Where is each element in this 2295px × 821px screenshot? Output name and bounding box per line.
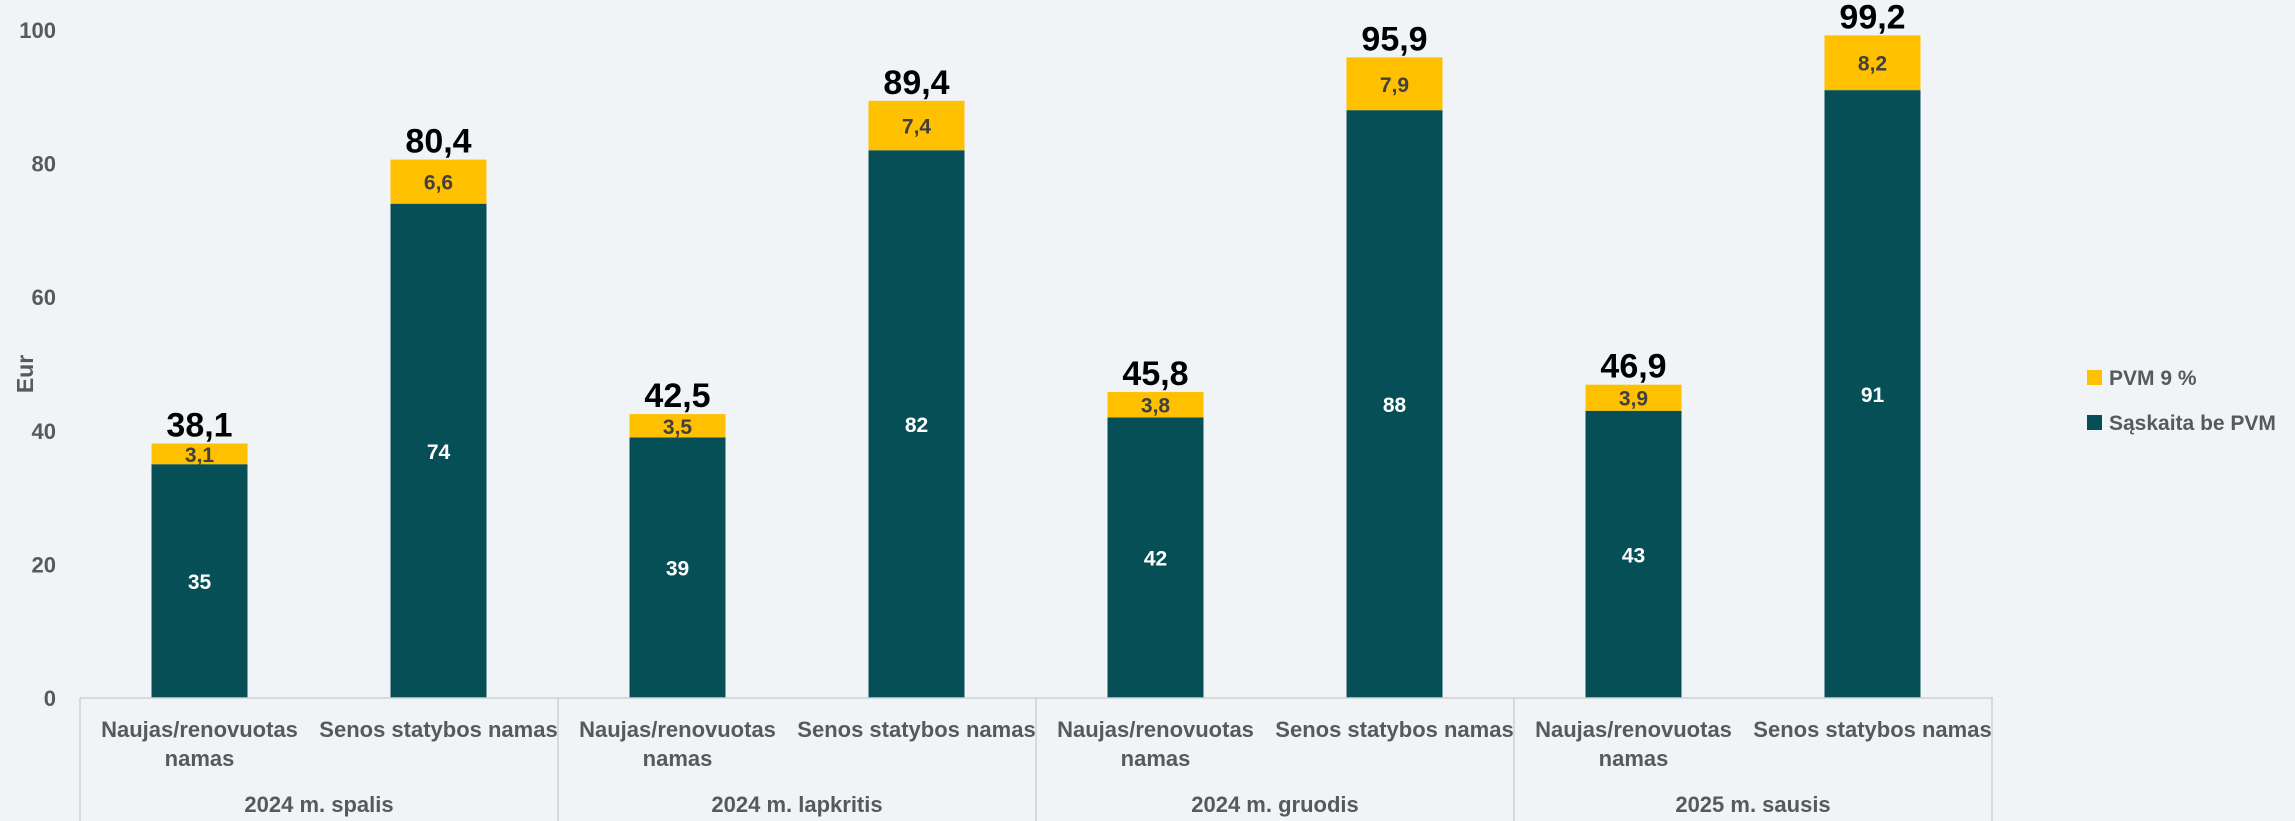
category-label-line: Naujas/renovuotas [579, 717, 776, 742]
y-tick-label: 100 [19, 18, 56, 43]
group-label: 2024 m. spalis [244, 792, 393, 817]
bar-segment-pvm [629, 414, 726, 438]
y-axis: 0 20 40 60 80 100 Eur [12, 18, 56, 711]
data-label-pvm: 8,2 [1858, 53, 1887, 76]
category-label: Senos statybos namas [319, 717, 557, 742]
data-label-saskaita: 42 [1144, 548, 1167, 571]
category-label-line: Senos statybos namas [1753, 717, 1991, 742]
bar-segment-saskaita [868, 150, 965, 699]
y-tick-label: 40 [32, 419, 56, 444]
legend-entry: PVM 9 % [2109, 367, 2197, 390]
bar-segment-saskaita [1107, 417, 1204, 698]
bar-segment-saskaita [1585, 410, 1682, 698]
category-label: Senos statybos namas [1753, 717, 1991, 742]
data-label-total: 45,8 [1122, 355, 1188, 393]
data-label-total: 95,9 [1361, 20, 1427, 58]
data-label-saskaita: 35 [188, 571, 212, 594]
category-label: Naujas/renovuotas namas [579, 717, 776, 771]
data-label-saskaita: 88 [1383, 394, 1407, 417]
data-label-total: 89,4 [883, 64, 949, 102]
data-label-saskaita: 74 [427, 441, 451, 464]
bar-segment-pvm [1346, 57, 1443, 111]
data-label-saskaita: 39 [666, 558, 689, 581]
category-label-line: namas [1599, 746, 1669, 771]
y-tick-label: 80 [32, 152, 56, 177]
category-label: Senos statybos namas [1275, 717, 1513, 742]
category-label-line: Naujas/renovuotas [1535, 717, 1732, 742]
data-label-total: 42,5 [644, 377, 710, 415]
bar-segment-pvm [1107, 392, 1204, 418]
category-label: Naujas/renovuotas namas [1535, 717, 1732, 771]
bar-segment-saskaita [390, 203, 487, 698]
bar-segment-pvm [151, 443, 248, 465]
y-axis-label: Eur [12, 355, 38, 393]
category-label: Senos statybos namas [797, 717, 1035, 742]
category-label-line: namas [1121, 746, 1191, 771]
data-label-total: 99,2 [1839, 0, 1905, 36]
bar-segment-saskaita [1346, 110, 1443, 698]
data-label-saskaita: 82 [905, 414, 928, 437]
data-label-pvm: 3,5 [663, 416, 693, 439]
group-label: 2024 m. lapkritis [711, 792, 882, 817]
bars: 35 3,138,1 74 6,6 80,4 39 3,542,5 82 7,4 89,4 42 3,… [151, 0, 1921, 699]
data-label-pvm: 3,1 [185, 444, 215, 467]
data-label-pvm: 6,6 [424, 172, 453, 195]
data-label-pvm: 7,4 [902, 116, 932, 139]
bar-segment-saskaita [629, 437, 726, 698]
data-label-pvm: 3,9 [1619, 388, 1648, 411]
category-label-line: Senos statybos namas [1275, 717, 1513, 742]
data-label-total: 46,9 [1600, 348, 1666, 386]
bar-segment-saskaita [1824, 90, 1921, 699]
y-tick-label: 60 [32, 285, 56, 310]
data-label-pvm: 7,9 [1380, 74, 1409, 97]
group-label: 2024 m. gruodis [1191, 792, 1359, 817]
legend: PVM 9 % Sąskaita be PVM [2087, 367, 2276, 435]
category-label: Naujas/renovuotas namas [1057, 717, 1254, 771]
bar-segment-pvm [1585, 384, 1682, 411]
bar-segment-pvm [390, 159, 487, 204]
legend-entry: Sąskaita be PVM [2109, 412, 2276, 435]
category-label: Naujas/renovuotas namas [101, 717, 298, 771]
category-label-line: Senos statybos namas [797, 717, 1035, 742]
legend-swatch [2087, 415, 2102, 430]
group-label: 2025 m. sausis [1675, 792, 1830, 817]
y-tick-label: 0 [44, 686, 56, 711]
bar-segment-pvm [868, 100, 965, 151]
legend-swatch [2087, 370, 2102, 385]
data-label-saskaita: 43 [1622, 544, 1645, 567]
x-axis: Naujas/renovuotas namas Senos statybos nam… [79, 697, 1993, 821]
category-label-line: Naujas/renovuotas [101, 717, 298, 742]
category-label-line: Senos statybos namas [319, 717, 557, 742]
category-label-line: Naujas/renovuotas [1057, 717, 1254, 742]
data-label-saskaita: 91 [1861, 384, 1885, 407]
data-label-total: 80,4 [405, 123, 471, 161]
bar-segment-pvm [1824, 35, 1921, 91]
y-tick-label: 20 [32, 552, 56, 577]
data-label-pvm: 3,8 [1141, 395, 1171, 418]
bar-segment-saskaita [151, 464, 248, 698]
category-label-line: namas [643, 746, 713, 771]
data-label-total: 38,1 [166, 406, 232, 444]
category-label-line: namas [165, 746, 235, 771]
